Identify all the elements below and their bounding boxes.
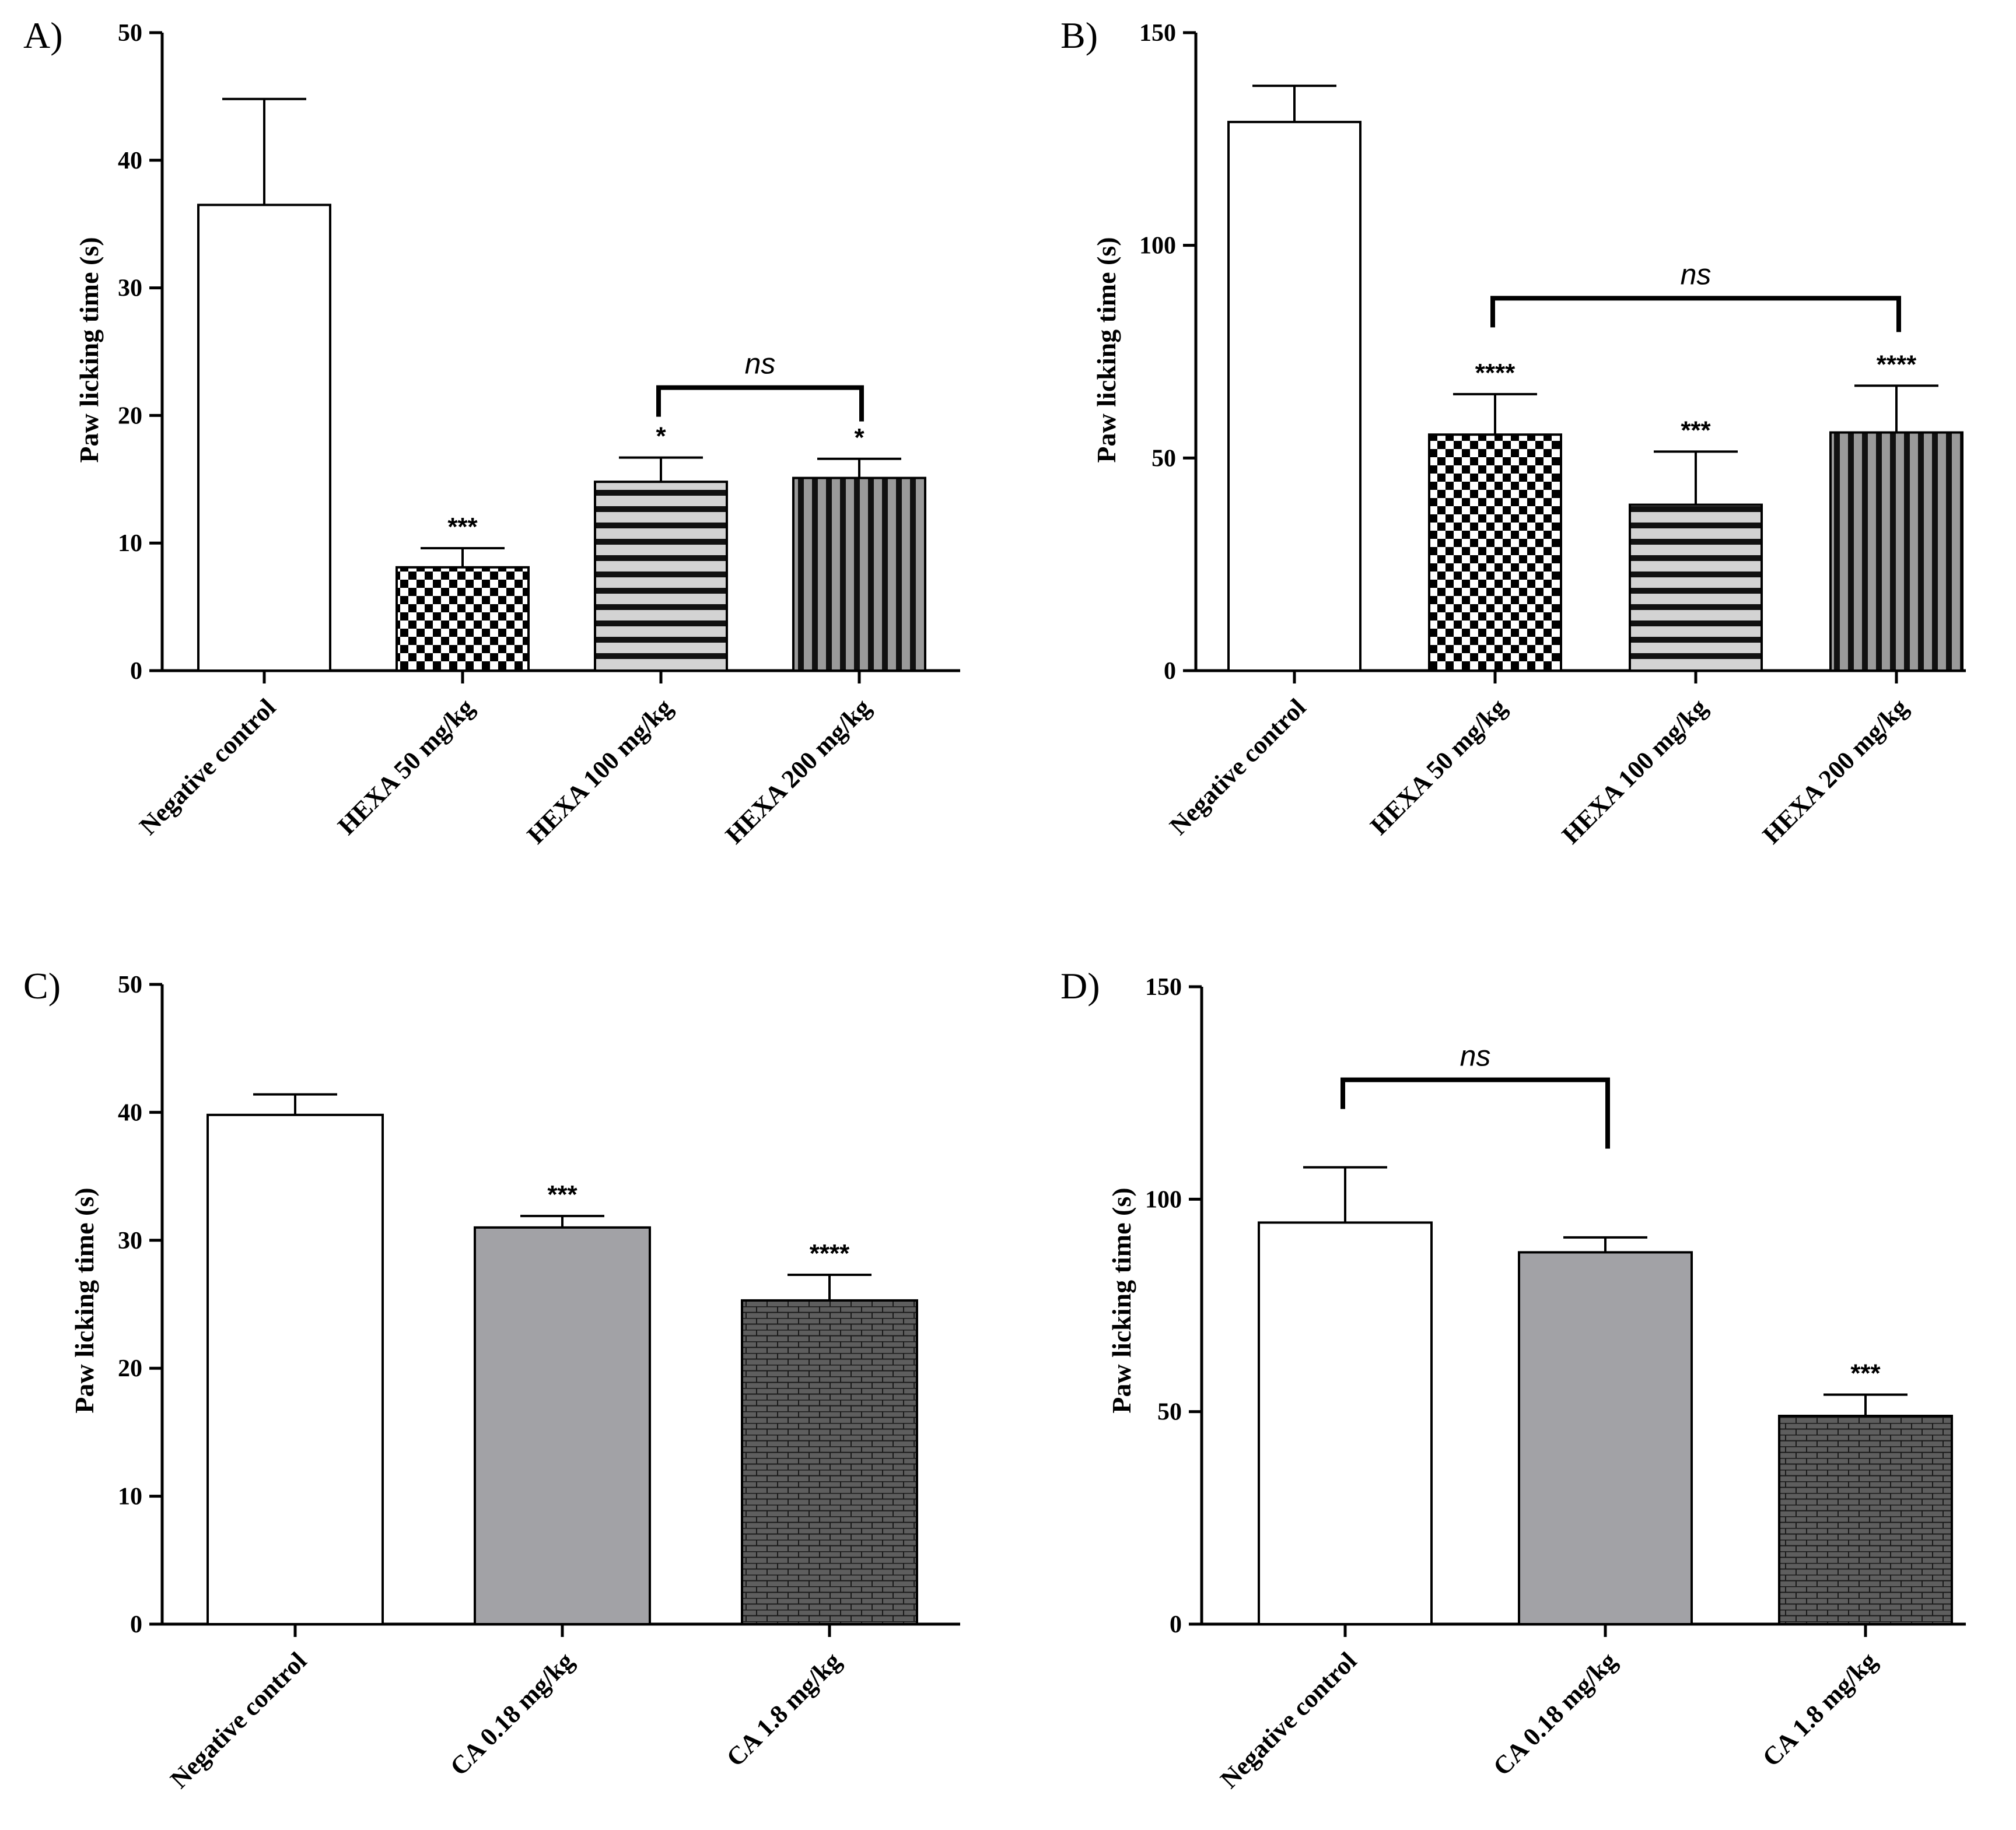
bar: [1778, 1414, 1953, 1626]
x-tick-label: Negative control: [1214, 1646, 1362, 1794]
significance-label: ***: [1681, 416, 1711, 444]
panel-label: D): [1060, 965, 1100, 1007]
bar: [792, 476, 926, 672]
y-tick-label: 30: [118, 275, 142, 302]
x-tick-label: HEXA 200 mg/kg: [720, 693, 876, 849]
significance-bracket-label: ns: [1460, 1040, 1491, 1072]
significance-label: ****: [1877, 350, 1917, 378]
chart-marks: 0 10 20 30 40 50 Negative control HEXA 50 mg/kg…: [118, 20, 960, 849]
y-tick-label: 50: [118, 20, 142, 47]
panel-a-chart: A) Paw licking time (s) 0 10 20 30 40 50 Negat…: [23, 15, 960, 849]
bar: [1428, 433, 1562, 672]
significance-label: ***: [447, 513, 478, 541]
y-tick-label: 150: [1145, 974, 1182, 1001]
x-tick-label: HEXA 50 mg/kg: [1365, 693, 1512, 840]
y-tick-label: 0: [130, 1611, 142, 1638]
x-tick-label: HEXA 50 mg/kg: [332, 693, 480, 840]
panel-b-chart: B) Paw licking time (s) 0 50 100 150 Negativ…: [1060, 15, 1966, 849]
significance-bracket-label: ns: [1681, 258, 1712, 290]
y-tick-label: 0: [1164, 658, 1176, 685]
bar: [1829, 431, 1964, 672]
x-tick-label: HEXA 100 mg/kg: [1556, 693, 1713, 849]
significance-label: *: [656, 422, 666, 451]
y-tick-label: 40: [118, 1099, 142, 1126]
y-axis-label: Paw licking time (s): [69, 1187, 99, 1413]
x-tick-label: Negative control: [134, 693, 281, 840]
x-tick-label: Negative control: [1164, 693, 1311, 840]
bar: [594, 481, 728, 672]
chart-marks: 0 10 20 30 40 50 Negative control CA 0.18 mg/kg…: [118, 972, 960, 1794]
y-axis-label: Paw licking time (s): [1107, 1187, 1136, 1413]
chart-marks: 0 50 100 150 Negative control HEXA 50 mg/kg **…: [1139, 20, 1966, 849]
significance-label: ****: [810, 1239, 850, 1268]
bar: [1258, 1221, 1433, 1625]
bar: [1629, 503, 1763, 672]
panel-d-chart: D) Paw licking time (s) 0 50 100 150 Negativ…: [1060, 965, 1966, 1794]
panel-label: A): [23, 15, 63, 56]
y-tick-label: 50: [1152, 445, 1176, 472]
significance-bracket: [1490, 296, 1901, 332]
y-tick-label: 50: [1157, 1399, 1182, 1426]
y-tick-label: 100: [1139, 233, 1176, 260]
y-tick-label: 0: [1170, 1611, 1182, 1638]
significance-label: *: [854, 423, 864, 452]
y-tick-label: 20: [118, 402, 142, 429]
x-tick-label: CA 0.18 mg/kg: [1488, 1646, 1622, 1781]
bar: [741, 1299, 918, 1625]
y-tick-label: 30: [118, 1228, 142, 1254]
y-tick-label: 50: [118, 972, 142, 998]
bar: [396, 566, 530, 672]
bar: [474, 1226, 651, 1626]
x-tick-label: CA 1.8 mg/kg: [721, 1646, 846, 1772]
y-tick-label: 100: [1145, 1186, 1182, 1213]
panel-label: C): [23, 965, 61, 1007]
significance-label: ***: [547, 1180, 578, 1209]
bar: [206, 1113, 384, 1625]
y-tick-label: 10: [118, 1484, 142, 1510]
x-tick-label: HEXA 200 mg/kg: [1757, 693, 1913, 849]
bar: [1518, 1251, 1693, 1626]
y-axis-label: Paw licking time (s): [1091, 237, 1121, 462]
x-tick-label: CA 0.18 mg/kg: [444, 1646, 579, 1781]
panel-label: B): [1060, 15, 1098, 56]
y-tick-label: 20: [118, 1355, 142, 1382]
significance-label: ****: [1475, 359, 1516, 387]
y-tick-label: 40: [118, 148, 142, 174]
x-tick-label: CA 1.8 mg/kg: [1757, 1646, 1882, 1772]
significance-label: ***: [1850, 1359, 1881, 1388]
y-tick-label: 0: [130, 658, 142, 685]
significance-bracket: [656, 385, 864, 422]
bar: [197, 204, 331, 672]
y-tick-label: 150: [1139, 20, 1176, 47]
y-axis-label: Paw licking time (s): [74, 237, 104, 462]
chart-marks: 0 50 100 150 Negative control CA 0.18 mg/kg CA…: [1145, 974, 1966, 1794]
panel-c-chart: C) Paw licking time (s) 0 10 20 30 40 50 Negat…: [23, 965, 960, 1794]
significance-bracket: [1340, 1077, 1610, 1149]
bar: [1227, 121, 1362, 672]
y-tick-label: 10: [118, 530, 142, 557]
x-tick-label: Negative control: [164, 1646, 312, 1794]
significance-bracket-label: ns: [745, 348, 776, 380]
x-tick-label: HEXA 100 mg/kg: [522, 693, 678, 849]
